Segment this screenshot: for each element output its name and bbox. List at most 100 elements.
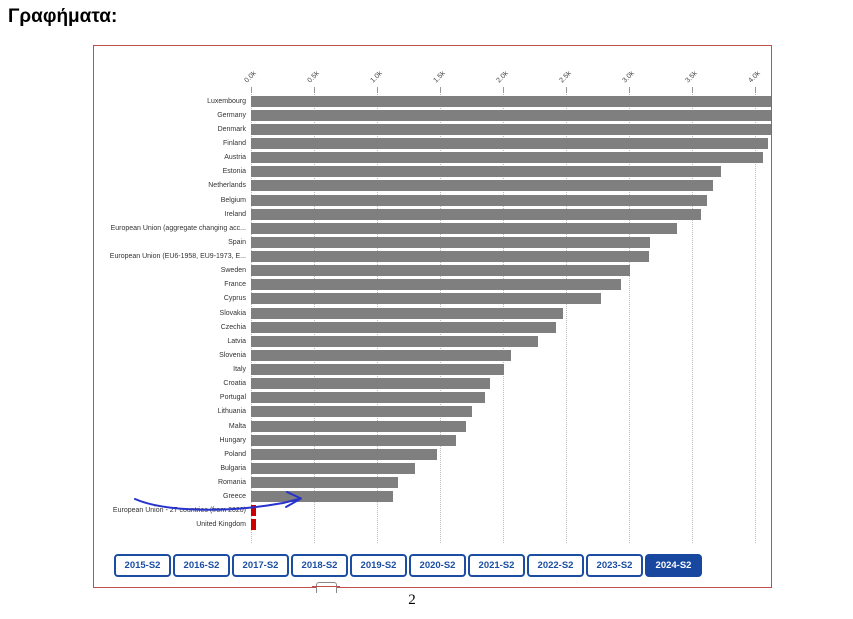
- category-label: Malta: [228, 422, 246, 430]
- axis-tick: [692, 87, 693, 93]
- category-label: Austria: [224, 154, 246, 161]
- bar-portugal[interactable]: [251, 392, 485, 403]
- category-label: United Kingdom: [196, 521, 246, 528]
- bar-france[interactable]: [251, 279, 621, 290]
- period-button-2022-s2[interactable]: 2022-S2: [527, 554, 584, 577]
- period-button-2015-s2[interactable]: 2015-S2: [114, 554, 171, 577]
- category-label: Romania: [217, 478, 246, 486]
- period-button-2023-s2[interactable]: 2023-S2: [586, 554, 643, 577]
- gridline: [692, 92, 693, 543]
- axis-tick: [251, 87, 252, 93]
- bar-malta[interactable]: [251, 420, 466, 432]
- category-label: Ireland: [224, 210, 246, 218]
- period-button-2016-s2[interactable]: 2016-S2: [173, 554, 230, 577]
- axis-tick: [566, 87, 567, 93]
- bar-germany[interactable]: [251, 109, 771, 121]
- category-label: Croatia: [223, 380, 246, 387]
- bar-european-union-eu6-1958-eu9-1973-e[interactable]: [251, 251, 649, 262]
- page-number: 2: [408, 592, 416, 608]
- category-label: European Union (aggregate changing acc..…: [110, 224, 246, 232]
- bar-romania[interactable]: [251, 476, 398, 488]
- axis-tick-label: 2.0k: [495, 70, 510, 85]
- category-label: Czechia: [220, 323, 246, 331]
- axis-tick-label: 3.0k: [621, 70, 636, 85]
- axis-tick-label: 2.5k: [558, 70, 573, 85]
- category-label: Bulgaria: [220, 464, 246, 472]
- category-label: Belgium: [220, 196, 246, 204]
- period-button-2017-s2[interactable]: 2017-S2: [232, 554, 289, 577]
- bar-estonia[interactable]: [251, 166, 721, 177]
- axis-tick-label: 1.5k: [432, 70, 447, 85]
- category-label: Luxembourg: [207, 97, 246, 105]
- category-label: France: [224, 281, 246, 288]
- hand-drawn-arrow-annotation: [134, 491, 302, 511]
- category-label: Denmark: [217, 125, 246, 133]
- axis-tick-label: 3.5k: [684, 70, 699, 85]
- bar-european-union-aggregate-changing-acc[interactable]: [251, 222, 677, 234]
- axis-tick: [440, 87, 441, 93]
- axis-tick: [314, 87, 315, 93]
- category-label: Finland: [223, 140, 246, 147]
- bar-finland[interactable]: [251, 138, 768, 149]
- axis-tick: [503, 87, 504, 93]
- bar-sweden[interactable]: [251, 265, 630, 276]
- bar-bulgaria[interactable]: [251, 462, 415, 474]
- period-button-2018-s2[interactable]: 2018-S2: [291, 554, 348, 577]
- bar-european-union-27-countries-from-2020[interactable]: [251, 505, 256, 516]
- period-button-2020-s2[interactable]: 2020-S2: [409, 554, 466, 577]
- category-label: Netherlands: [208, 182, 246, 189]
- bar-luxembourg[interactable]: [251, 95, 771, 107]
- category-label: Cyprus: [223, 295, 246, 302]
- partially-hidden-button[interactable]: [316, 582, 337, 593]
- category-label: Portugal: [219, 394, 246, 401]
- bar-belgium[interactable]: [251, 194, 707, 206]
- axis-tick-label: 1.0k: [369, 70, 384, 85]
- bar-latvia[interactable]: [251, 335, 538, 347]
- chart-frame: 0.0k 0.5k 1.0k 1.5k 2.0k 2.5k 3.0k 3.5k 4.0k Lux…: [93, 45, 772, 593]
- category-label: Lithuania: [217, 408, 246, 415]
- bar-poland[interactable]: [251, 448, 437, 460]
- category-label: European Union (EU6-1958, EU9-1973, E...: [109, 253, 246, 260]
- bar-austria[interactable]: [251, 152, 763, 163]
- bar-united-kingdom[interactable]: [251, 519, 256, 530]
- period-button-row: 2015-S2 2016-S2 2017-S2 2018-S2 2019-S2 2020-…: [114, 554, 702, 577]
- page-title: Γραφήματα:: [8, 6, 118, 27]
- axis-tick: [377, 87, 378, 93]
- bar-slovakia[interactable]: [251, 307, 563, 319]
- category-label: European Union - 27 countries (from 2020…: [112, 507, 246, 514]
- category-label: Slovakia: [219, 309, 246, 317]
- period-button-2024-s2[interactable]: 2024-S2: [645, 554, 702, 577]
- axis-tick: [755, 87, 756, 93]
- category-label: Poland: [224, 450, 246, 458]
- period-button-2019-s2[interactable]: 2019-S2: [350, 554, 407, 577]
- bar-denmark[interactable]: [251, 123, 771, 135]
- category-label: Italy: [233, 366, 246, 373]
- bar-greece[interactable]: [251, 491, 393, 502]
- frame-border-overlay: [312, 586, 340, 587]
- category-label: Latvia: [227, 337, 246, 345]
- axis-tick: [629, 87, 630, 93]
- category-label: Slovenia: [219, 351, 246, 359]
- bar-czechia[interactable]: [251, 321, 556, 333]
- axis-tick-label: 0.5k: [306, 70, 321, 85]
- axis-tick-label: 0.0k: [243, 70, 258, 85]
- category-label: Hungary: [219, 436, 246, 444]
- category-label: Greece: [223, 493, 246, 500]
- bar-italy[interactable]: [251, 364, 504, 375]
- axis-tick-label: 4.0k: [747, 70, 762, 85]
- category-label: Spain: [228, 238, 246, 246]
- bar-netherlands[interactable]: [251, 180, 713, 191]
- bar-ireland[interactable]: [251, 208, 701, 220]
- gridline: [566, 92, 567, 543]
- bar-cyprus[interactable]: [251, 293, 601, 304]
- bar-slovenia[interactable]: [251, 349, 511, 361]
- bar-lithuania[interactable]: [251, 406, 472, 417]
- category-label: Sweden: [220, 267, 246, 274]
- category-label: Estonia: [222, 168, 246, 175]
- bar-spain[interactable]: [251, 236, 650, 248]
- category-label: Germany: [217, 111, 246, 119]
- period-button-2021-s2[interactable]: 2021-S2: [468, 554, 525, 577]
- bar-croatia[interactable]: [251, 378, 490, 389]
- bar-hungary[interactable]: [251, 434, 456, 446]
